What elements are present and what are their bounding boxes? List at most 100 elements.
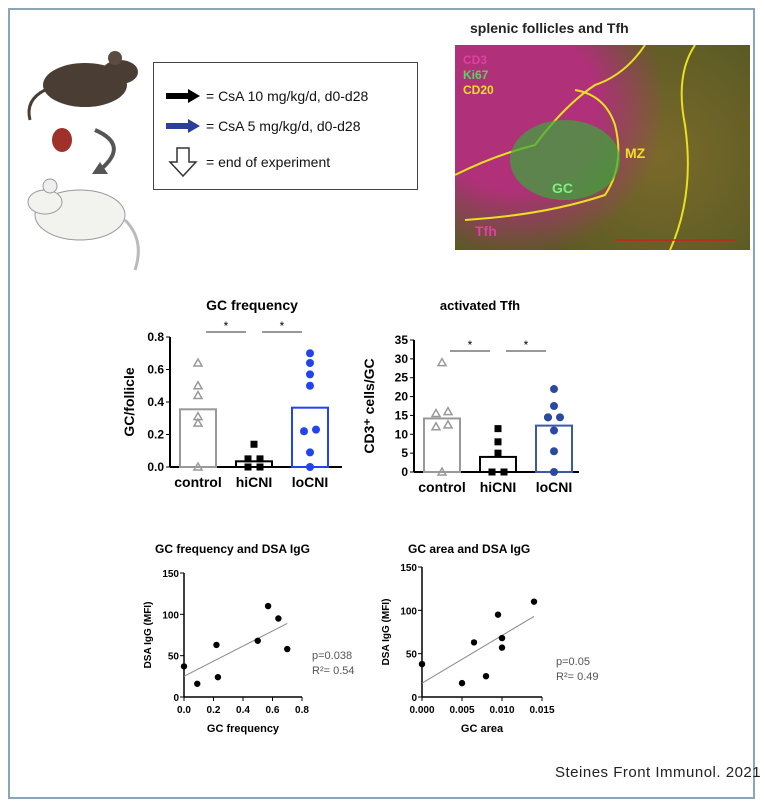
x-axis-label: GC frequency <box>207 723 280 735</box>
data-point <box>214 673 222 681</box>
bar-loCNI <box>291 406 329 468</box>
data-point-triangle <box>430 421 442 431</box>
legend-item-end: = end of experiment <box>166 147 330 177</box>
x-tick-label: 0.6 <box>266 705 280 716</box>
data-point-triangle <box>430 408 442 418</box>
y-tick-label: 0.2 <box>147 428 164 442</box>
micrograph-title: splenic follicles and Tfh <box>470 20 629 36</box>
chart-title: GC frequency <box>206 297 298 313</box>
label-cd20: CD20 <box>463 83 494 97</box>
data-point-circle <box>306 463 314 471</box>
gc-area-dsa-scatter: GC area and DSA IgG 0 50 100 150 0.000 0.005 0.… <box>381 542 599 735</box>
activated-tfh-chart: activated Tfh CD3⁺ cells/GC 0 5 10 15 20 25 30 35… <box>361 298 579 495</box>
data-point-triangle <box>192 417 204 427</box>
y-tick-label: 20 <box>395 390 409 404</box>
data-point-circle <box>306 448 314 457</box>
data-point-circle <box>300 427 308 436</box>
label-tfh: Tfh <box>475 223 497 239</box>
bar-hiCNI <box>235 460 273 468</box>
legend-item-csa-10: = CsA 10 mg/kg/d, d0-d28 <box>166 88 368 104</box>
follicle-outline <box>455 45 735 250</box>
p-value: p=0.038 <box>312 650 352 662</box>
data-point-triangle <box>192 461 204 471</box>
data-point <box>418 660 426 668</box>
data-point-triangle <box>442 419 454 429</box>
data-point-circle <box>550 426 558 435</box>
blue-arrow-icon <box>166 119 200 133</box>
y-tick-label: 0.6 <box>147 363 164 377</box>
data-point-circle <box>550 468 558 476</box>
y-tick-label: 0.8 <box>147 330 164 344</box>
significance-star: * <box>224 319 229 333</box>
bar-hiCNI <box>479 455 517 474</box>
y-tick-label: 150 <box>400 563 417 574</box>
data-point-square <box>494 449 502 457</box>
recipient-mouse-icon <box>27 178 140 271</box>
y-tick-label: 50 <box>168 652 180 663</box>
data-point <box>275 615 282 622</box>
donor-mouse-icon <box>27 51 138 121</box>
y-axis-label: DSA IgG (MFI) <box>381 599 392 666</box>
x-tick-label: 0.8 <box>295 705 309 716</box>
data-point-triangle <box>192 389 204 400</box>
legend-item-csa-5: = CsA 5 mg/kg/d, d0-d28 <box>166 118 360 134</box>
data-point-triangle <box>192 380 204 390</box>
data-point-triangle <box>442 406 454 416</box>
x-tick-label: 0.015 <box>529 705 554 716</box>
x-tick-label: control <box>174 474 221 490</box>
data-point <box>458 679 466 687</box>
data-point <box>284 645 291 653</box>
micrograph-image: CD3 Ki67 CD20 MZ GC Tfh <box>455 45 750 250</box>
data-point-circle <box>556 413 564 422</box>
x-tick-label: 0.005 <box>449 705 474 716</box>
data-point <box>482 673 490 680</box>
figure-border <box>8 8 755 799</box>
x-tick-label: 0.2 <box>207 705 221 716</box>
x-tick-label: 0.010 <box>489 705 514 716</box>
curved-arrow-icon <box>92 128 116 174</box>
significance-star: * <box>524 338 529 352</box>
y-tick-label: 50 <box>406 650 418 661</box>
data-point-triangle <box>436 466 448 476</box>
p-value: p=0.05 <box>556 656 590 668</box>
r-squared: R²= 0.49 <box>556 671 599 683</box>
x-tick-label: hiCNI <box>480 479 517 495</box>
data-point-circle <box>550 402 558 410</box>
data-point-square <box>494 425 502 433</box>
regression-line <box>421 615 535 684</box>
data-point <box>180 663 188 670</box>
data-point-circle <box>306 370 314 379</box>
x-tick-label: 0.0 <box>177 705 191 716</box>
data-point-square <box>488 468 496 476</box>
data-point-square <box>256 455 264 463</box>
regression-line <box>183 622 288 677</box>
x-tick-label: control <box>418 479 465 495</box>
x-tick-label: loCNI <box>536 479 573 495</box>
bar-control <box>179 408 217 468</box>
data-point-circle <box>306 349 314 358</box>
chart-title: activated Tfh <box>440 298 520 313</box>
data-point-circle <box>312 425 320 434</box>
data-point <box>194 680 201 687</box>
x-tick-label: loCNI <box>292 474 329 490</box>
y-tick-label: 5 <box>401 446 408 460</box>
y-tick-label: 35 <box>395 333 409 347</box>
data-point <box>470 639 478 646</box>
r-squared: R²= 0.54 <box>312 665 355 677</box>
label-cd3: CD3 <box>463 53 488 67</box>
data-point-square <box>250 440 258 448</box>
y-tick-label: 25 <box>395 371 409 385</box>
bar-control <box>423 417 461 473</box>
data-point-circle <box>550 385 558 394</box>
y-tick-label: 0.0 <box>147 460 164 474</box>
data-point-square <box>256 463 264 471</box>
y-tick-label: 100 <box>400 606 417 617</box>
y-axis-label: DSA IgG (MFI) <box>143 602 154 669</box>
data-point <box>213 641 220 649</box>
chart-title: GC frequency and DSA IgG <box>155 542 310 556</box>
significance-star: * <box>280 319 285 333</box>
data-point-circle <box>550 447 558 456</box>
y-tick-label: 0 <box>401 465 408 479</box>
y-tick-label: 100 <box>162 610 179 621</box>
data-point-square <box>244 463 252 471</box>
